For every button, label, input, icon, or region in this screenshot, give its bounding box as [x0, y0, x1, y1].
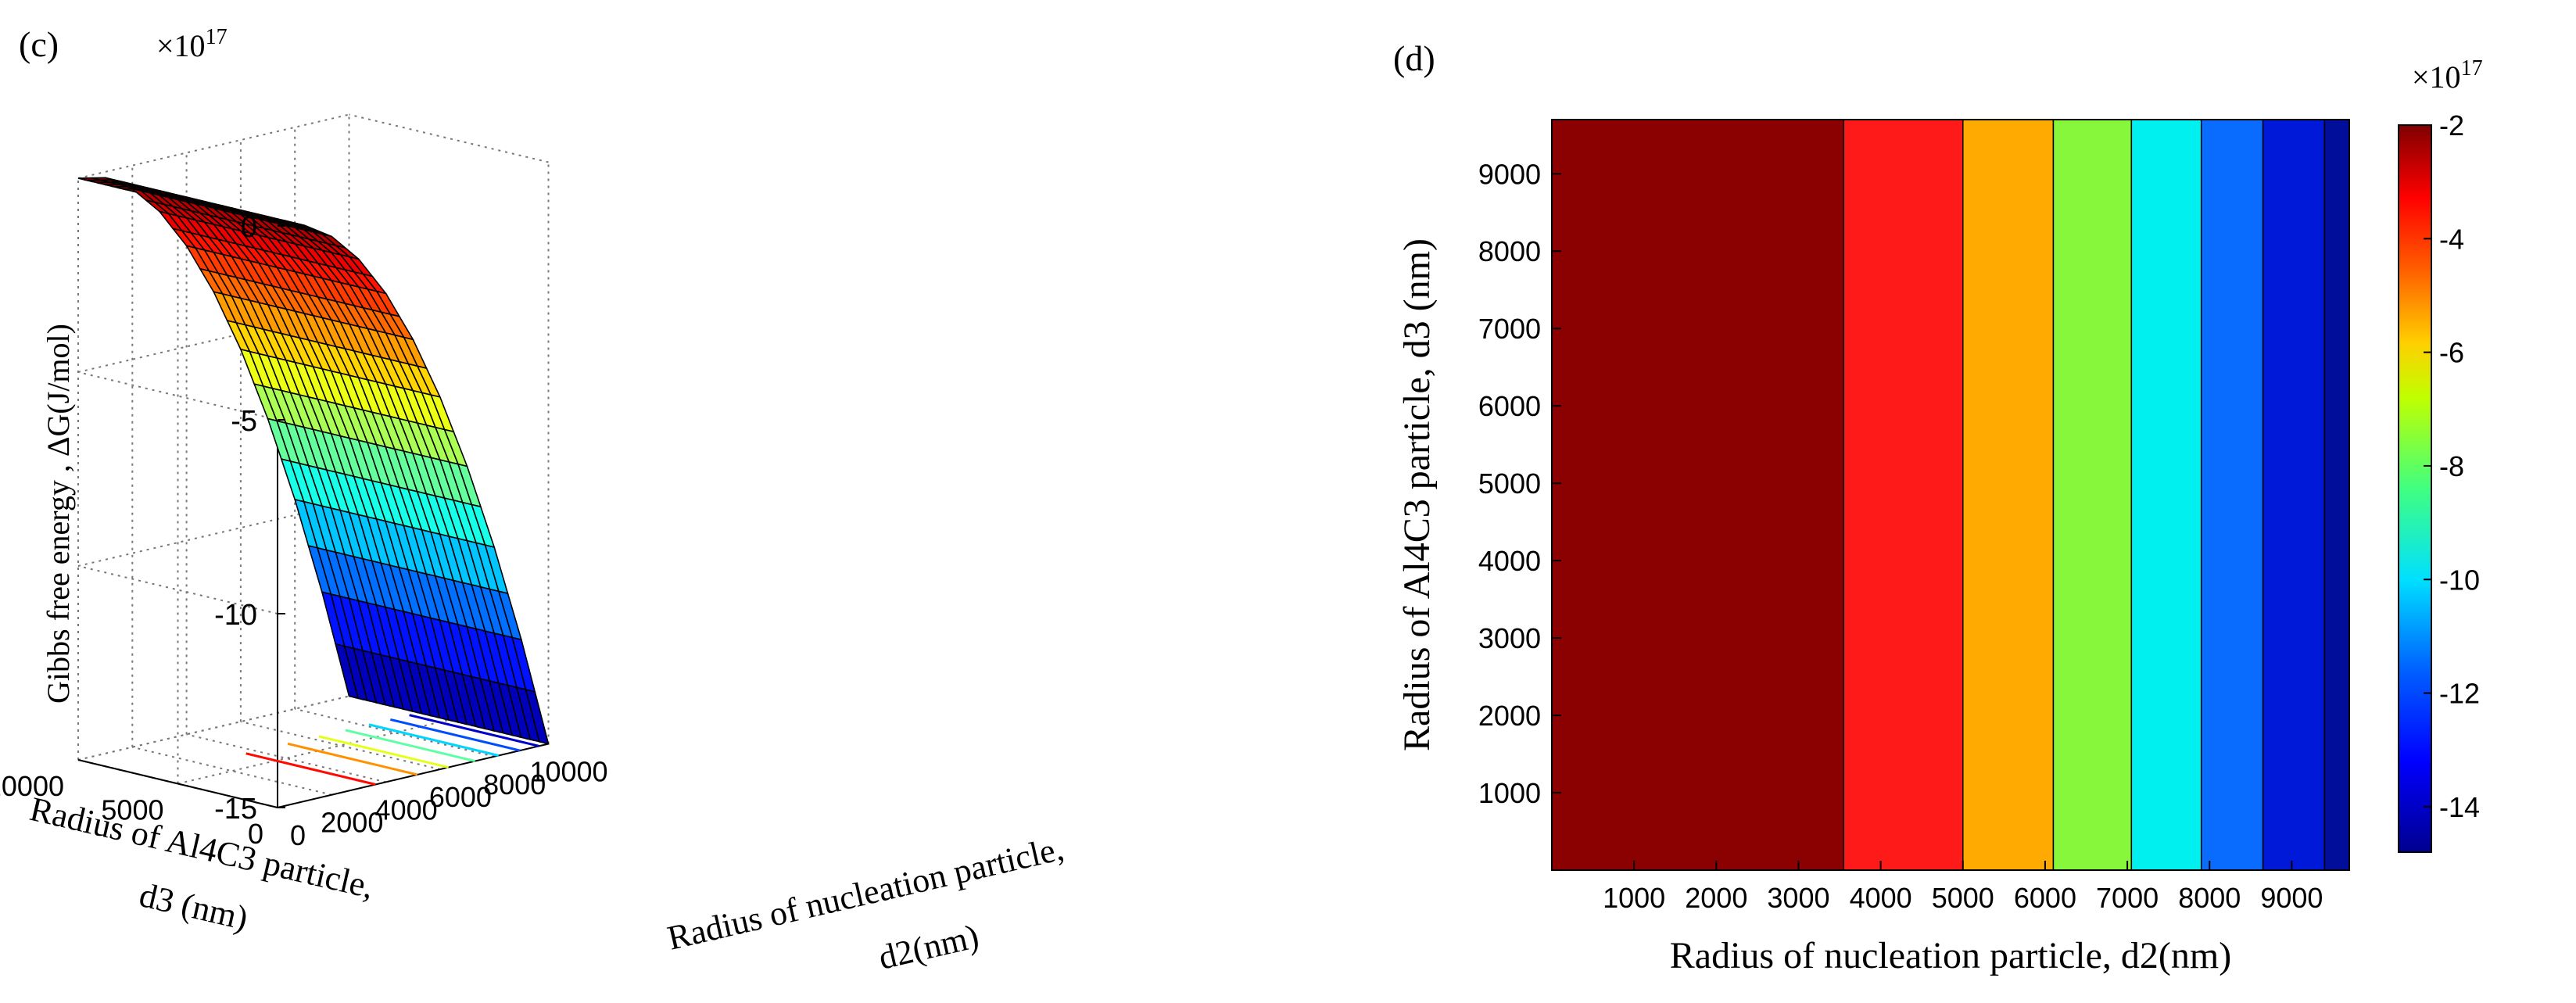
panel-d-y-tick-label: 4000	[1478, 545, 1541, 577]
panel-d-x-ticks: 1000 2000 3000 4000 5000 6000 7000 8000 9000	[1603, 861, 2323, 914]
panel-c-label: (c)	[19, 24, 59, 64]
panel-c-grid-line	[77, 371, 278, 421]
colorbar-tick-label: -2	[2439, 109, 2464, 141]
panel-c-contour-line	[245, 752, 376, 786]
panel-c-z-axis-label: Gibbs free energy , ΔG(J/mol)	[41, 324, 76, 704]
panel-c-x-axis-label-line2: d2(nm)	[875, 917, 982, 977]
panel-d-x-tick-label: 9000	[2260, 882, 2323, 914]
panel-d-contour-band	[2323, 119, 2350, 871]
panel-c-x-axis-label-line1: Radius of nucleation particle,	[664, 829, 1067, 957]
panel-c-x-tick-label: 2000	[321, 807, 383, 839]
panel-c-grid-line	[240, 721, 441, 771]
panel-c-x-tick-label: 10000	[529, 756, 607, 788]
panel-d-x-tick-label: 8000	[2178, 882, 2241, 914]
panel-c-grid-line	[77, 113, 349, 179]
panel-d-x-tick-label: 3000	[1767, 882, 1829, 914]
panel-c-x-tick-label: 8000	[483, 768, 546, 801]
panel-d-y-tick-label: 2000	[1478, 700, 1541, 732]
panel-c-contour-line	[318, 735, 449, 769]
panel-c-grid-line	[349, 113, 549, 163]
panel-c-z-tick-label: -5	[231, 405, 257, 438]
colorbar-ticks: -2 -4 -6 -8 -10 -12 -14	[2424, 109, 2480, 823]
panel-d-contour-band	[2130, 119, 2202, 871]
panel-d-y-tick-label: 3000	[1478, 622, 1541, 654]
panel-d-contour-band	[1843, 119, 1964, 871]
colorbar-tick-label: -12	[2439, 678, 2480, 710]
panel-d-x-tick-label: 4000	[1850, 882, 1912, 914]
panel-c-axis-line	[277, 743, 549, 808]
panel-c-grid-line	[177, 719, 450, 785]
panel-d-contour-band	[1551, 119, 1845, 871]
panel-c-y-tick-label: 0	[248, 818, 263, 850]
panel-c-z-tick-label: 0	[241, 211, 257, 244]
panel-c-exponent-label: ×1017	[156, 25, 228, 63]
panel-c-z-tick-label: -10	[214, 599, 257, 632]
panel-d-x-tick-label: 5000	[1932, 882, 1994, 914]
panel-d-x-axis-label: Radius of nucleation particle, d2(nm)	[1670, 935, 2231, 976]
colorbar	[2398, 124, 2432, 853]
panel-d-contour-band	[2200, 119, 2264, 871]
colorbar-tick-label: -4	[2439, 223, 2464, 255]
panel-c-y-ticks: 0 5000 10000	[0, 770, 263, 850]
panel-c-y-axis-label-line2: d3 (nm)	[136, 876, 252, 937]
panel-c-y-tick-label: 5000	[101, 794, 163, 826]
panel-d-y-tick-label: 9000	[1478, 158, 1541, 190]
panel-d-x-tick-label: 7000	[2096, 882, 2159, 914]
panel-d-contour-band	[1962, 119, 2055, 871]
panel-c-contour-line	[368, 723, 500, 757]
colorbar-tick-label: -10	[2439, 564, 2480, 596]
panel-d-label: (d)	[1393, 38, 1435, 78]
colorbar-tick-label: -6	[2439, 337, 2464, 369]
colorbar-tick-label: -8	[2439, 450, 2464, 482]
panel-c-grid-line	[77, 695, 349, 761]
panel-c-surface-plot: (c) ×1017 0-5-10-15 0 2000400060008000100…	[0, 24, 1067, 977]
panel-d-y-tick-label: 8000	[1478, 235, 1541, 267]
panel-d-y-tick-label: 7000	[1478, 313, 1541, 345]
panel-c-grid-line	[77, 565, 278, 614]
panel-c-surface-patch	[525, 689, 550, 745]
panel-c-surface	[77, 177, 550, 745]
panel-d-x-tick-label: 2000	[1685, 882, 1747, 914]
panel-c-z-tick-label: -15	[214, 793, 257, 826]
panel-d-plot-frame	[1551, 119, 2350, 871]
panel-c-x-tick-label: 4000	[375, 793, 438, 826]
panel-d-y-axis-label: Radius of Al4C3 particle, d3 (nm)	[1396, 238, 1438, 751]
panel-c-grid-line	[77, 695, 349, 761]
panel-c-contour-line	[345, 729, 475, 763]
panel-d-y-tick-label: 1000	[1478, 777, 1541, 809]
colorbar-tick-label: -14	[2439, 791, 2480, 823]
panel-c-contour-line	[409, 714, 539, 747]
panel-c-grid-line	[294, 707, 495, 758]
panel-c-contour-line	[390, 718, 521, 752]
panel-c-grid-line	[186, 733, 386, 783]
panel-d-y-tick-label: 6000	[1478, 390, 1541, 422]
panel-d-x-tick-label: 1000	[1603, 882, 1665, 914]
panel-d-y-tick-label: 5000	[1478, 467, 1541, 500]
panel-d-contour-bands	[1551, 119, 2350, 871]
panel-c-contour-projection	[245, 714, 539, 786]
panel-d-y-ticks: 1000 2000 3000 4000 5000 6000 7000 8000 9000	[1478, 158, 1561, 809]
panel-d-contour-band	[2052, 119, 2133, 871]
panel-d-x-tick-label: 6000	[2014, 882, 2076, 914]
panel-d-contour-band	[2262, 119, 2326, 871]
panel-c-contour-line	[287, 742, 418, 776]
panel-c-axis-line	[77, 759, 278, 808]
panel-c-x-tick-label: 0	[290, 819, 306, 851]
panel-c-x-tick-label: 6000	[429, 781, 492, 813]
panel-c-grid-line	[132, 746, 332, 796]
colorbar-exponent-label: ×1017	[2412, 56, 2483, 95]
panel-d-contour-plot: (d) 1000 2000 3000 4000 5000 6000 7000 8000 9000…	[1393, 38, 2483, 976]
panel-c-z-ticks: 0 -5 -10 -15	[214, 211, 285, 826]
panel-c-y-tick-label: 10000	[0, 770, 64, 802]
